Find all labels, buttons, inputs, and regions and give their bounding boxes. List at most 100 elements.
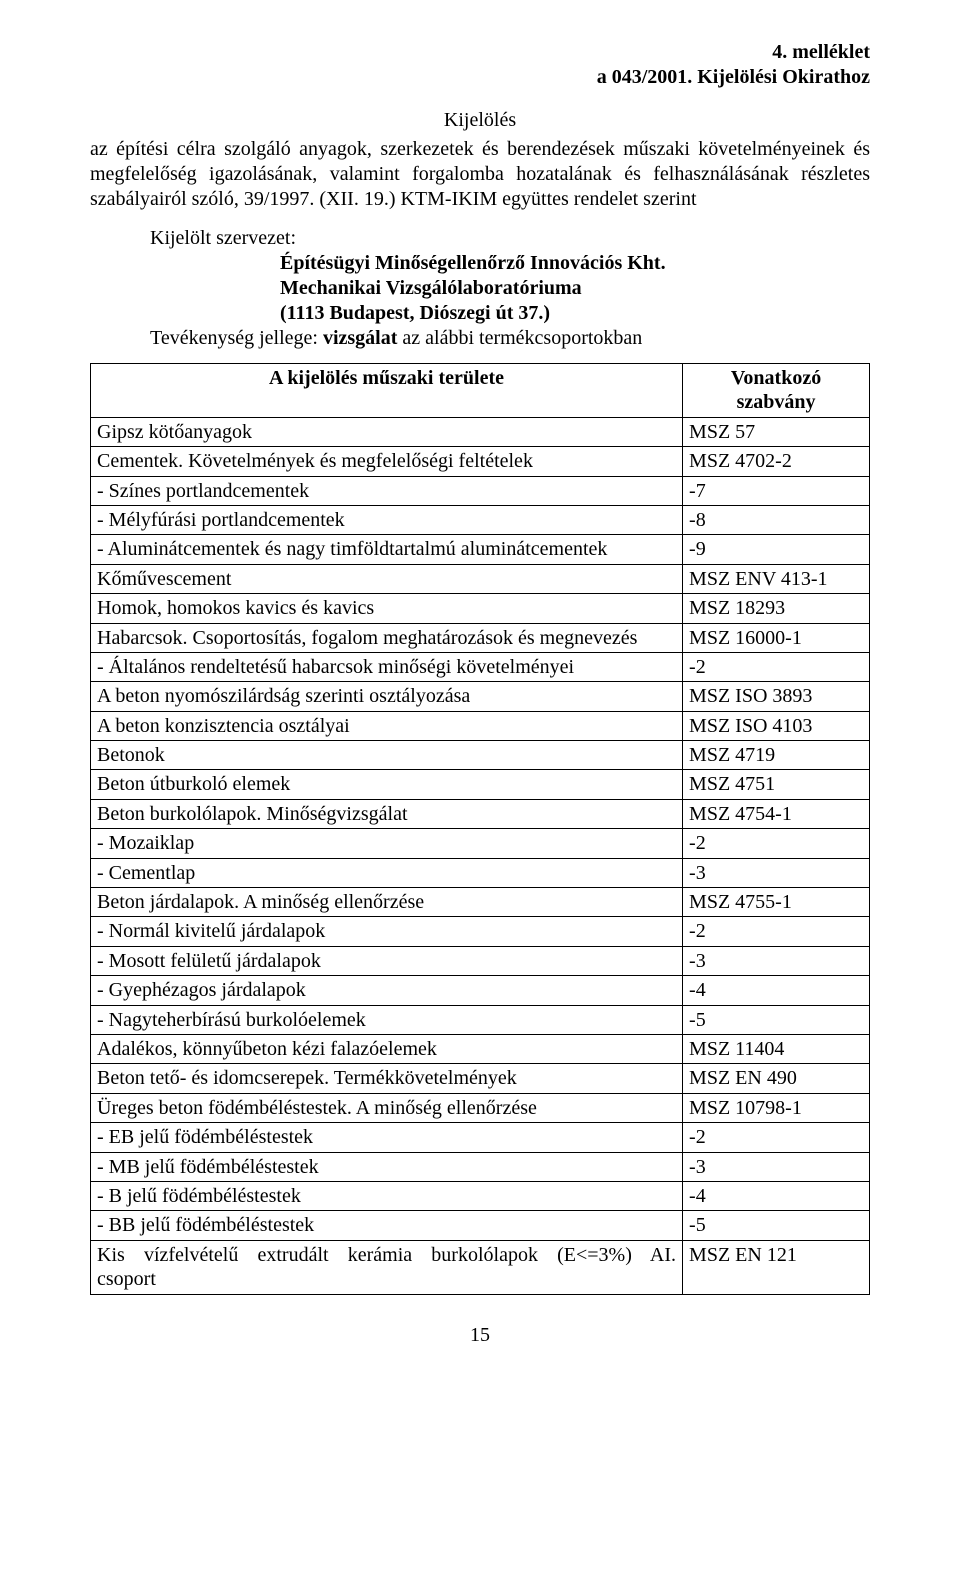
- table-row: A beton nyomószilárdság szerinti osztály…: [91, 682, 870, 711]
- cell-area: - MB jelű födémbéléstestek: [91, 1152, 683, 1181]
- cell-area: Homok, homokos kavics és kavics: [91, 594, 683, 623]
- table-row: - Mosott felületű járdalapok-3: [91, 946, 870, 975]
- cell-standard: MSZ EN 490: [683, 1064, 870, 1093]
- cell-area: Beton tető- és idomcserepek. Termékkövet…: [91, 1064, 683, 1093]
- cell-standard: MSZ 18293: [683, 594, 870, 623]
- cell-standard: -4: [683, 976, 870, 1005]
- intro-span: az építési célra szolgáló anyagok, szerk…: [90, 138, 870, 210]
- cell-area: Üreges beton födémbéléstestek. A minőség…: [91, 1093, 683, 1122]
- org-block: Kijelölt szervezet: Építésügyi Minőségel…: [90, 226, 870, 326]
- table-row: - Mozaiklap-2: [91, 829, 870, 858]
- cell-area: A beton nyomószilárdság szerinti osztály…: [91, 682, 683, 711]
- table-row: Habarcsok. Csoportosítás, fogalom meghat…: [91, 623, 870, 652]
- cell-area: - Nagyteherbírású burkolóelemek: [91, 1005, 683, 1034]
- table-header-row: A kijelölés műszaki területe Vonatkozó s…: [91, 364, 870, 418]
- org-addr: (1113 Budapest, Diószegi út 37.): [280, 301, 870, 326]
- table-row: Üreges beton födémbéléstestek. A minőség…: [91, 1093, 870, 1122]
- cell-standard: MSZ ENV 413-1: [683, 564, 870, 593]
- cell-standard: -2: [683, 652, 870, 681]
- table-row: - Aluminátcementek és nagy timföldtartal…: [91, 535, 870, 564]
- table-header-col2b: szabvány: [689, 390, 863, 414]
- activity-line: Tevékenység jellege: vizsgálat az alábbi…: [150, 326, 870, 351]
- cell-area: Betonok: [91, 741, 683, 770]
- cell-standard: -3: [683, 1152, 870, 1181]
- doc-title: Kijelölés: [90, 108, 870, 133]
- header-line2: a 043/2001. Kijelölési Okirathoz: [90, 65, 870, 90]
- cell-standard: -3: [683, 946, 870, 975]
- cell-area: - Általános rendeltetésű habarcsok minős…: [91, 652, 683, 681]
- cell-standard: MSZ 4702-2: [683, 447, 870, 476]
- cell-standard: MSZ ISO 4103: [683, 711, 870, 740]
- cell-area: Beton útburkoló elemek: [91, 770, 683, 799]
- table-row: - Gyephézagos járdalapok-4: [91, 976, 870, 1005]
- cell-area: - EB jelű födémbéléstestek: [91, 1123, 683, 1152]
- cell-area: - Cementlap: [91, 858, 683, 887]
- table-row: - Cementlap-3: [91, 858, 870, 887]
- cell-area: Kis vízfelvételű extrudált kerámia burko…: [91, 1240, 683, 1294]
- cell-area: Adalékos, könnyűbeton kézi falazóelemek: [91, 1034, 683, 1063]
- table-row: BetonokMSZ 4719: [91, 741, 870, 770]
- cell-area: - Mozaiklap: [91, 829, 683, 858]
- table-row: - EB jelű födémbéléstestek-2: [91, 1123, 870, 1152]
- table-row: Homok, homokos kavics és kavicsMSZ 18293: [91, 594, 870, 623]
- table-body: Gipsz kötőanyagokMSZ 57Cementek. Követel…: [91, 417, 870, 1294]
- cell-area: - Mosott felületű járdalapok: [91, 946, 683, 975]
- cell-standard: MSZ 57: [683, 417, 870, 446]
- table-header-col1: A kijelölés műszaki területe: [91, 364, 683, 418]
- activity-prefix: Tevékenység jellege:: [150, 327, 323, 349]
- cell-area: Beton burkolólapok. Minőségvizsgálat: [91, 799, 683, 828]
- table-header-col2: Vonatkozó szabvány: [683, 364, 870, 418]
- cell-standard: -9: [683, 535, 870, 564]
- cell-area: - B jelű födémbéléstestek: [91, 1181, 683, 1210]
- table-row: - Általános rendeltetésű habarcsok minős…: [91, 652, 870, 681]
- table-row: Cementek. Követelmények és megfelelőségi…: [91, 447, 870, 476]
- cell-area: - Normál kivitelű járdalapok: [91, 917, 683, 946]
- page-number: 15: [90, 1323, 870, 1348]
- table-row: - B jelű födémbéléstestek-4: [91, 1181, 870, 1210]
- cell-standard: MSZ 4755-1: [683, 888, 870, 917]
- header-block: 4. melléklet a 043/2001. Kijelölési Okir…: [90, 40, 870, 90]
- table-row: Adalékos, könnyűbeton kézi falazóelemekM…: [91, 1034, 870, 1063]
- cell-standard: -8: [683, 505, 870, 534]
- cell-area: - Színes portlandcementek: [91, 476, 683, 505]
- cell-area: Habarcsok. Csoportosítás, fogalom meghat…: [91, 623, 683, 652]
- table-row: Beton útburkoló elemekMSZ 4751: [91, 770, 870, 799]
- cell-standard: -2: [683, 829, 870, 858]
- activity-bold: vizsgálat: [323, 327, 397, 349]
- cell-standard: -3: [683, 858, 870, 887]
- cell-standard: MSZ 4754-1: [683, 799, 870, 828]
- cell-standard: -2: [683, 917, 870, 946]
- table-row: Beton burkolólapok. MinőségvizsgálatMSZ …: [91, 799, 870, 828]
- cell-standard: MSZ 4751: [683, 770, 870, 799]
- table-row: Gipsz kötőanyagokMSZ 57: [91, 417, 870, 446]
- table-header-col2a: Vonatkozó: [689, 366, 863, 390]
- cell-area: A beton konzisztencia osztályai: [91, 711, 683, 740]
- cell-standard: MSZ 11404: [683, 1034, 870, 1063]
- cell-standard: MSZ 4719: [683, 741, 870, 770]
- standards-table: A kijelölés műszaki területe Vonatkozó s…: [90, 363, 870, 1295]
- table-row: Beton tető- és idomcserepek. Termékkövet…: [91, 1064, 870, 1093]
- table-row: - Színes portlandcementek-7: [91, 476, 870, 505]
- table-row: - BB jelű födémbéléstestek-5: [91, 1211, 870, 1240]
- cell-area: Beton járdalapok. A minőség ellenőrzése: [91, 888, 683, 917]
- cell-area: Kőművescement: [91, 564, 683, 593]
- cell-standard: MSZ 16000-1: [683, 623, 870, 652]
- table-row: KőművescementMSZ ENV 413-1: [91, 564, 870, 593]
- intro-text: az építési célra szolgáló anyagok, szerk…: [90, 137, 870, 212]
- cell-standard: -5: [683, 1211, 870, 1240]
- org-lab: Mechanikai Vizsgálólaboratóriuma: [280, 276, 870, 301]
- cell-area: Gipsz kötőanyagok: [91, 417, 683, 446]
- header-line1: 4. melléklet: [90, 40, 870, 65]
- table-row: Beton járdalapok. A minőség ellenőrzéseM…: [91, 888, 870, 917]
- org-label: Kijelölt szervezet:: [150, 226, 870, 251]
- cell-standard: MSZ 10798-1: [683, 1093, 870, 1122]
- activity-suffix: az alábbi termékcsoportokban: [397, 327, 642, 349]
- cell-standard: -4: [683, 1181, 870, 1210]
- cell-area: Cementek. Követelmények és megfelelőségi…: [91, 447, 683, 476]
- table-row: - Nagyteherbírású burkolóelemek-5: [91, 1005, 870, 1034]
- org-name: Építésügyi Minőségellenőrző Innovációs K…: [280, 251, 870, 276]
- cell-area: - Gyephézagos járdalapok: [91, 976, 683, 1005]
- cell-area: - Mélyfúrási portlandcementek: [91, 505, 683, 534]
- table-row: - MB jelű födémbéléstestek-3: [91, 1152, 870, 1181]
- table-row: A beton konzisztencia osztályaiMSZ ISO 4…: [91, 711, 870, 740]
